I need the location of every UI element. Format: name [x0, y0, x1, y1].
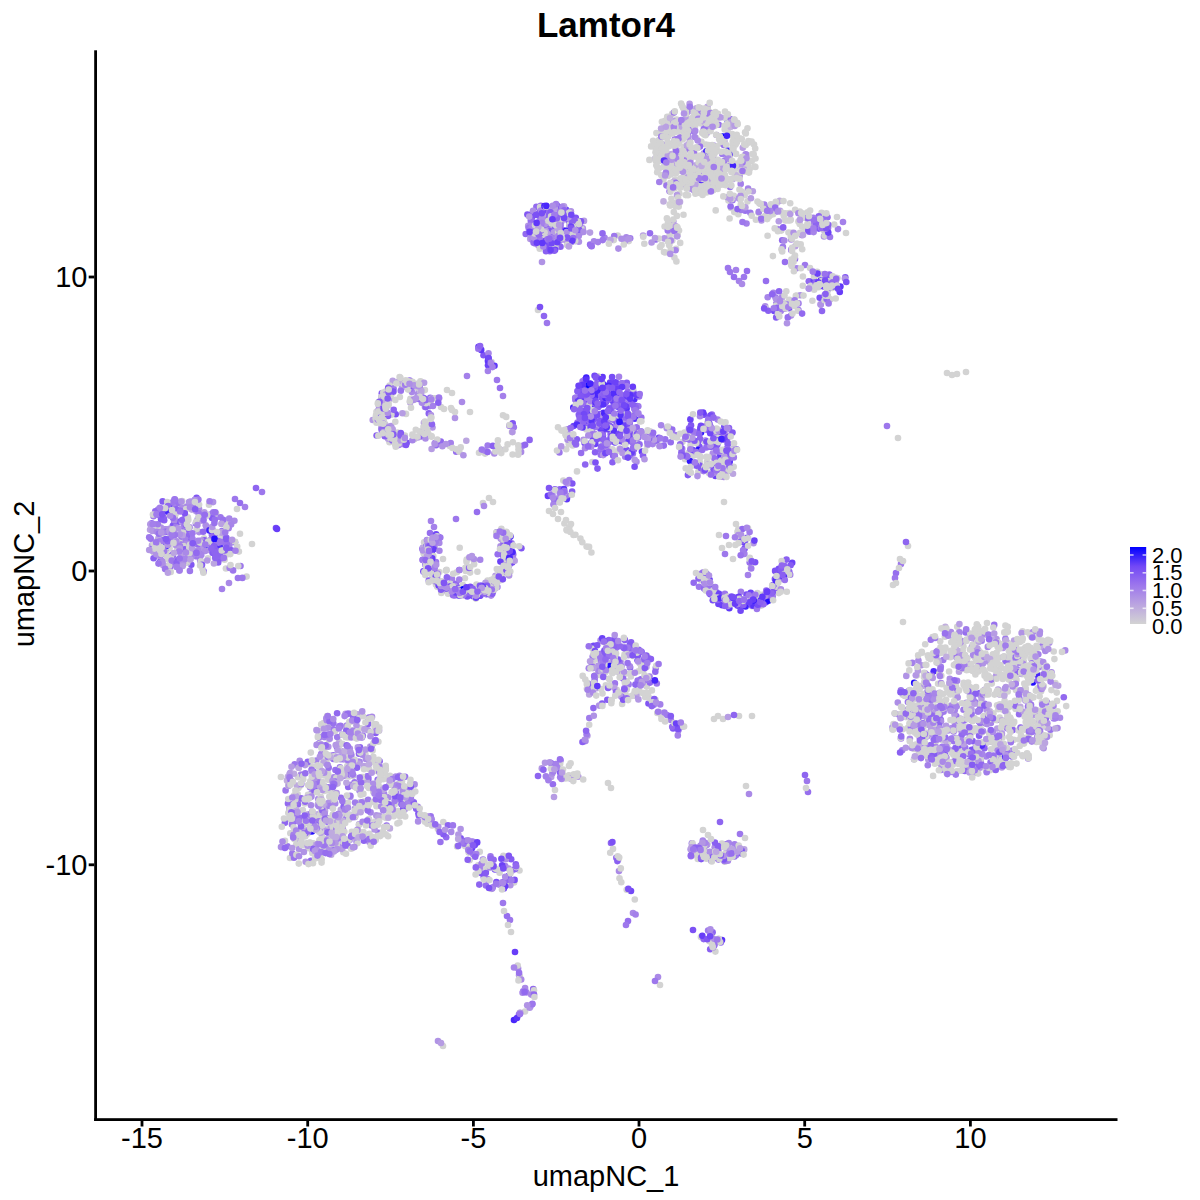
svg-text:-10: -10 [46, 849, 88, 881]
svg-text:-10: -10 [287, 1122, 329, 1154]
svg-text:5: 5 [797, 1122, 813, 1154]
svg-text:Lamtor4: Lamtor4 [537, 5, 676, 44]
svg-text:umapNC_1: umapNC_1 [533, 1160, 680, 1192]
svg-text:0: 0 [631, 1122, 647, 1154]
svg-text:10: 10 [55, 261, 87, 293]
svg-text:0.0: 0.0 [1152, 614, 1183, 639]
svg-text:-5: -5 [461, 1122, 487, 1154]
svg-text:0: 0 [71, 555, 87, 587]
svg-text:-15: -15 [121, 1122, 163, 1154]
svg-text:umapNC_2: umapNC_2 [8, 501, 40, 648]
svg-text:10: 10 [954, 1122, 986, 1154]
